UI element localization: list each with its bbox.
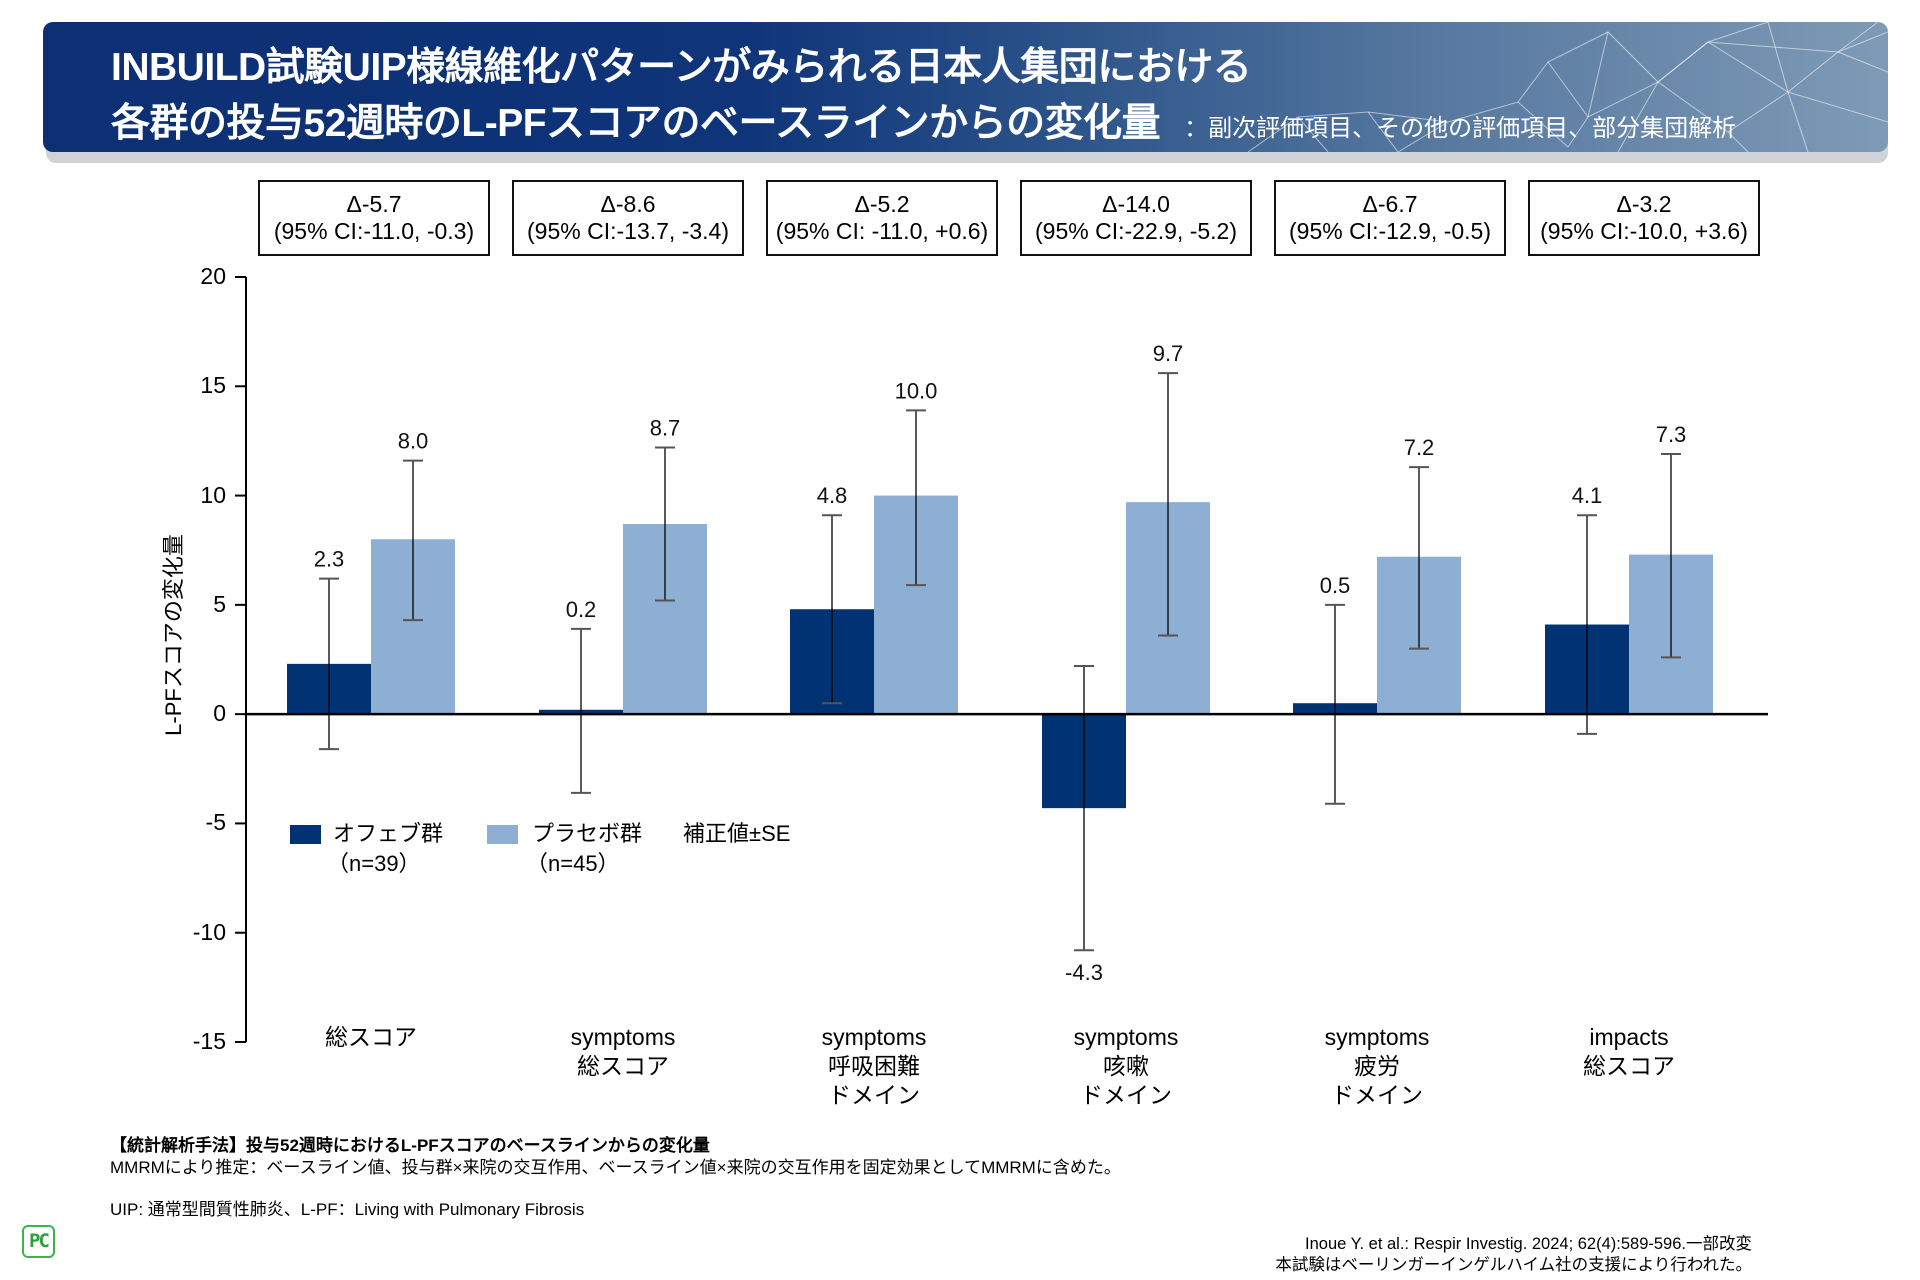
category-label-line: 総スコア xyxy=(325,1024,417,1050)
y-tick-label: 0 xyxy=(213,700,226,727)
pc-logo: PC xyxy=(22,1225,55,1258)
data-label: 7.2 xyxy=(1404,435,1435,460)
legend-label-placebo: プラセボ群 xyxy=(532,821,643,846)
delta-value: Δ-6.7 xyxy=(1362,191,1418,217)
delta-box: Δ-3.2 (95% CI:-10.0, +3.6) xyxy=(1528,180,1760,256)
y-tick-label: 15 xyxy=(200,372,226,399)
delta-ci: (95% CI:-10.0, +3.6) xyxy=(1540,218,1748,244)
category-label: impacts 総スコア xyxy=(1519,1023,1739,1081)
category-label: symptoms 呼吸困難ドメイン xyxy=(764,1023,984,1110)
category-label-line: symptoms xyxy=(570,1024,676,1050)
category-label-line: ドメイン xyxy=(828,1082,920,1108)
category-label-line: symptoms xyxy=(1073,1024,1179,1050)
category-label-line: 疲労 xyxy=(1354,1053,1400,1079)
delta-value: Δ-14.0 xyxy=(1102,191,1170,217)
delta-ci: (95% CI:-12.9, -0.5) xyxy=(1289,218,1491,244)
data-label: 4.1 xyxy=(1572,483,1603,508)
data-label: 7.3 xyxy=(1656,422,1687,447)
category-label-line: 総スコア xyxy=(577,1053,669,1079)
method-heading: 【統計解析手法】投与52週時におけるL-PFスコアのベースラインからの変化量 xyxy=(110,1136,710,1155)
data-label: 4.8 xyxy=(817,483,848,508)
delta-box: Δ-6.7 (95% CI:-12.9, -0.5) xyxy=(1274,180,1506,256)
legend-error-note: 補正値±SE xyxy=(683,821,791,846)
legend-label-ofev: オフェブ群 xyxy=(333,821,444,846)
data-label: 2.3 xyxy=(314,547,345,572)
delta-value: Δ-5.7 xyxy=(346,191,402,217)
delta-box: Δ-5.7 (95% CI:-11.0, -0.3) xyxy=(258,180,490,256)
delta-value: Δ-8.6 xyxy=(600,191,656,217)
category-label-line: symptoms xyxy=(821,1024,927,1050)
category-label-line: ドメイン xyxy=(1331,1082,1423,1108)
category-label-line: ドメイン xyxy=(1080,1082,1172,1108)
delta-ci: (95% CI:-11.0, -0.3) xyxy=(273,218,475,244)
delta-box: Δ-5.2 (95% CI: -11.0, +0.6) xyxy=(766,180,998,256)
y-axis-label: L-PFスコアの変化量 xyxy=(161,534,186,736)
category-label: 総スコア xyxy=(261,1023,481,1052)
data-label: 10.0 xyxy=(895,378,938,403)
delta-box: Δ-14.0 (95% CI:-22.9, -5.2) xyxy=(1020,180,1252,256)
y-tick-label: -10 xyxy=(192,918,226,945)
reference: Inoue Y. et al.: Respir Investig. 2024; … xyxy=(1305,1235,1752,1253)
data-label: 0.2 xyxy=(566,597,597,622)
data-label: 0.5 xyxy=(1320,573,1351,598)
delta-value: Δ-3.2 xyxy=(1616,191,1672,217)
network-pattern-decoration xyxy=(1247,22,1888,152)
delta-value: Δ-5.2 xyxy=(854,191,910,217)
method-text: MMRMにより推定：ベースライン値、投与群×来院の交互作用、ベースライン値×来院… xyxy=(110,1158,1121,1177)
data-label: 8.0 xyxy=(398,429,429,454)
data-label: 8.7 xyxy=(650,415,681,440)
category-label-line: 咳嗽 xyxy=(1103,1053,1149,1079)
y-tick-label: -5 xyxy=(205,809,226,836)
sponsor-note: 本試験はベーリンガーインゲルハイム社の支援により行われた。 xyxy=(1275,1256,1752,1274)
page-title-line2: 各群の投与52週時のL-PFスコアのベースラインからの変化量 ：副次評価項目、その… xyxy=(111,92,1736,148)
category-label-line: 呼吸困難 xyxy=(828,1053,920,1079)
legend-n-placebo: （n=45） xyxy=(526,851,620,876)
y-tick-label: 5 xyxy=(213,590,226,617)
header-banner: INBUILD試験UIP様線維化パターンがみられる日本人集団における 各群の投与… xyxy=(43,22,1888,152)
legend-swatch-ofev xyxy=(290,825,321,844)
delta-ci: (95% CI:-13.7, -3.4) xyxy=(527,218,729,244)
legend-n-ofev: （n=39） xyxy=(327,851,421,876)
category-label: symptoms 咳嗽ドメイン xyxy=(1016,1023,1236,1110)
y-tick-label: 10 xyxy=(200,481,226,508)
title-line2-text: 各群の投与52週時のL-PFスコアのベースラインからの変化量 xyxy=(111,102,1161,145)
delta-ci: (95% CI: -11.0, +0.6) xyxy=(775,218,989,244)
legend-swatch-placebo xyxy=(487,825,518,844)
delta-ci: (95% CI:-22.9, -5.2) xyxy=(1035,218,1237,244)
y-tick-label: -15 xyxy=(192,1028,226,1054)
category-label: symptoms 総スコア xyxy=(513,1023,733,1081)
data-label: -4.3 xyxy=(1065,960,1103,985)
page-title-line1: INBUILD試験UIP様線維化パターンがみられる日本人集団における xyxy=(111,46,1252,89)
abbreviations: UIP: 通常型間質性肺炎、L-PF：Living with Pulmonary… xyxy=(110,1200,585,1219)
delta-box: Δ-8.6 (95% CI:-13.7, -3.4) xyxy=(512,180,744,256)
y-tick-label: 20 xyxy=(200,263,226,289)
category-label-line: symptoms xyxy=(1324,1024,1430,1050)
data-label: 9.7 xyxy=(1153,341,1184,366)
category-label-line: 総スコア xyxy=(1583,1053,1675,1079)
category-label: symptoms 疲労ドメイン xyxy=(1267,1023,1487,1110)
category-label-line: impacts xyxy=(1589,1024,1669,1050)
page-subtitle: ：副次評価項目、その他の評価項目、部分集団解析 xyxy=(1184,115,1737,142)
